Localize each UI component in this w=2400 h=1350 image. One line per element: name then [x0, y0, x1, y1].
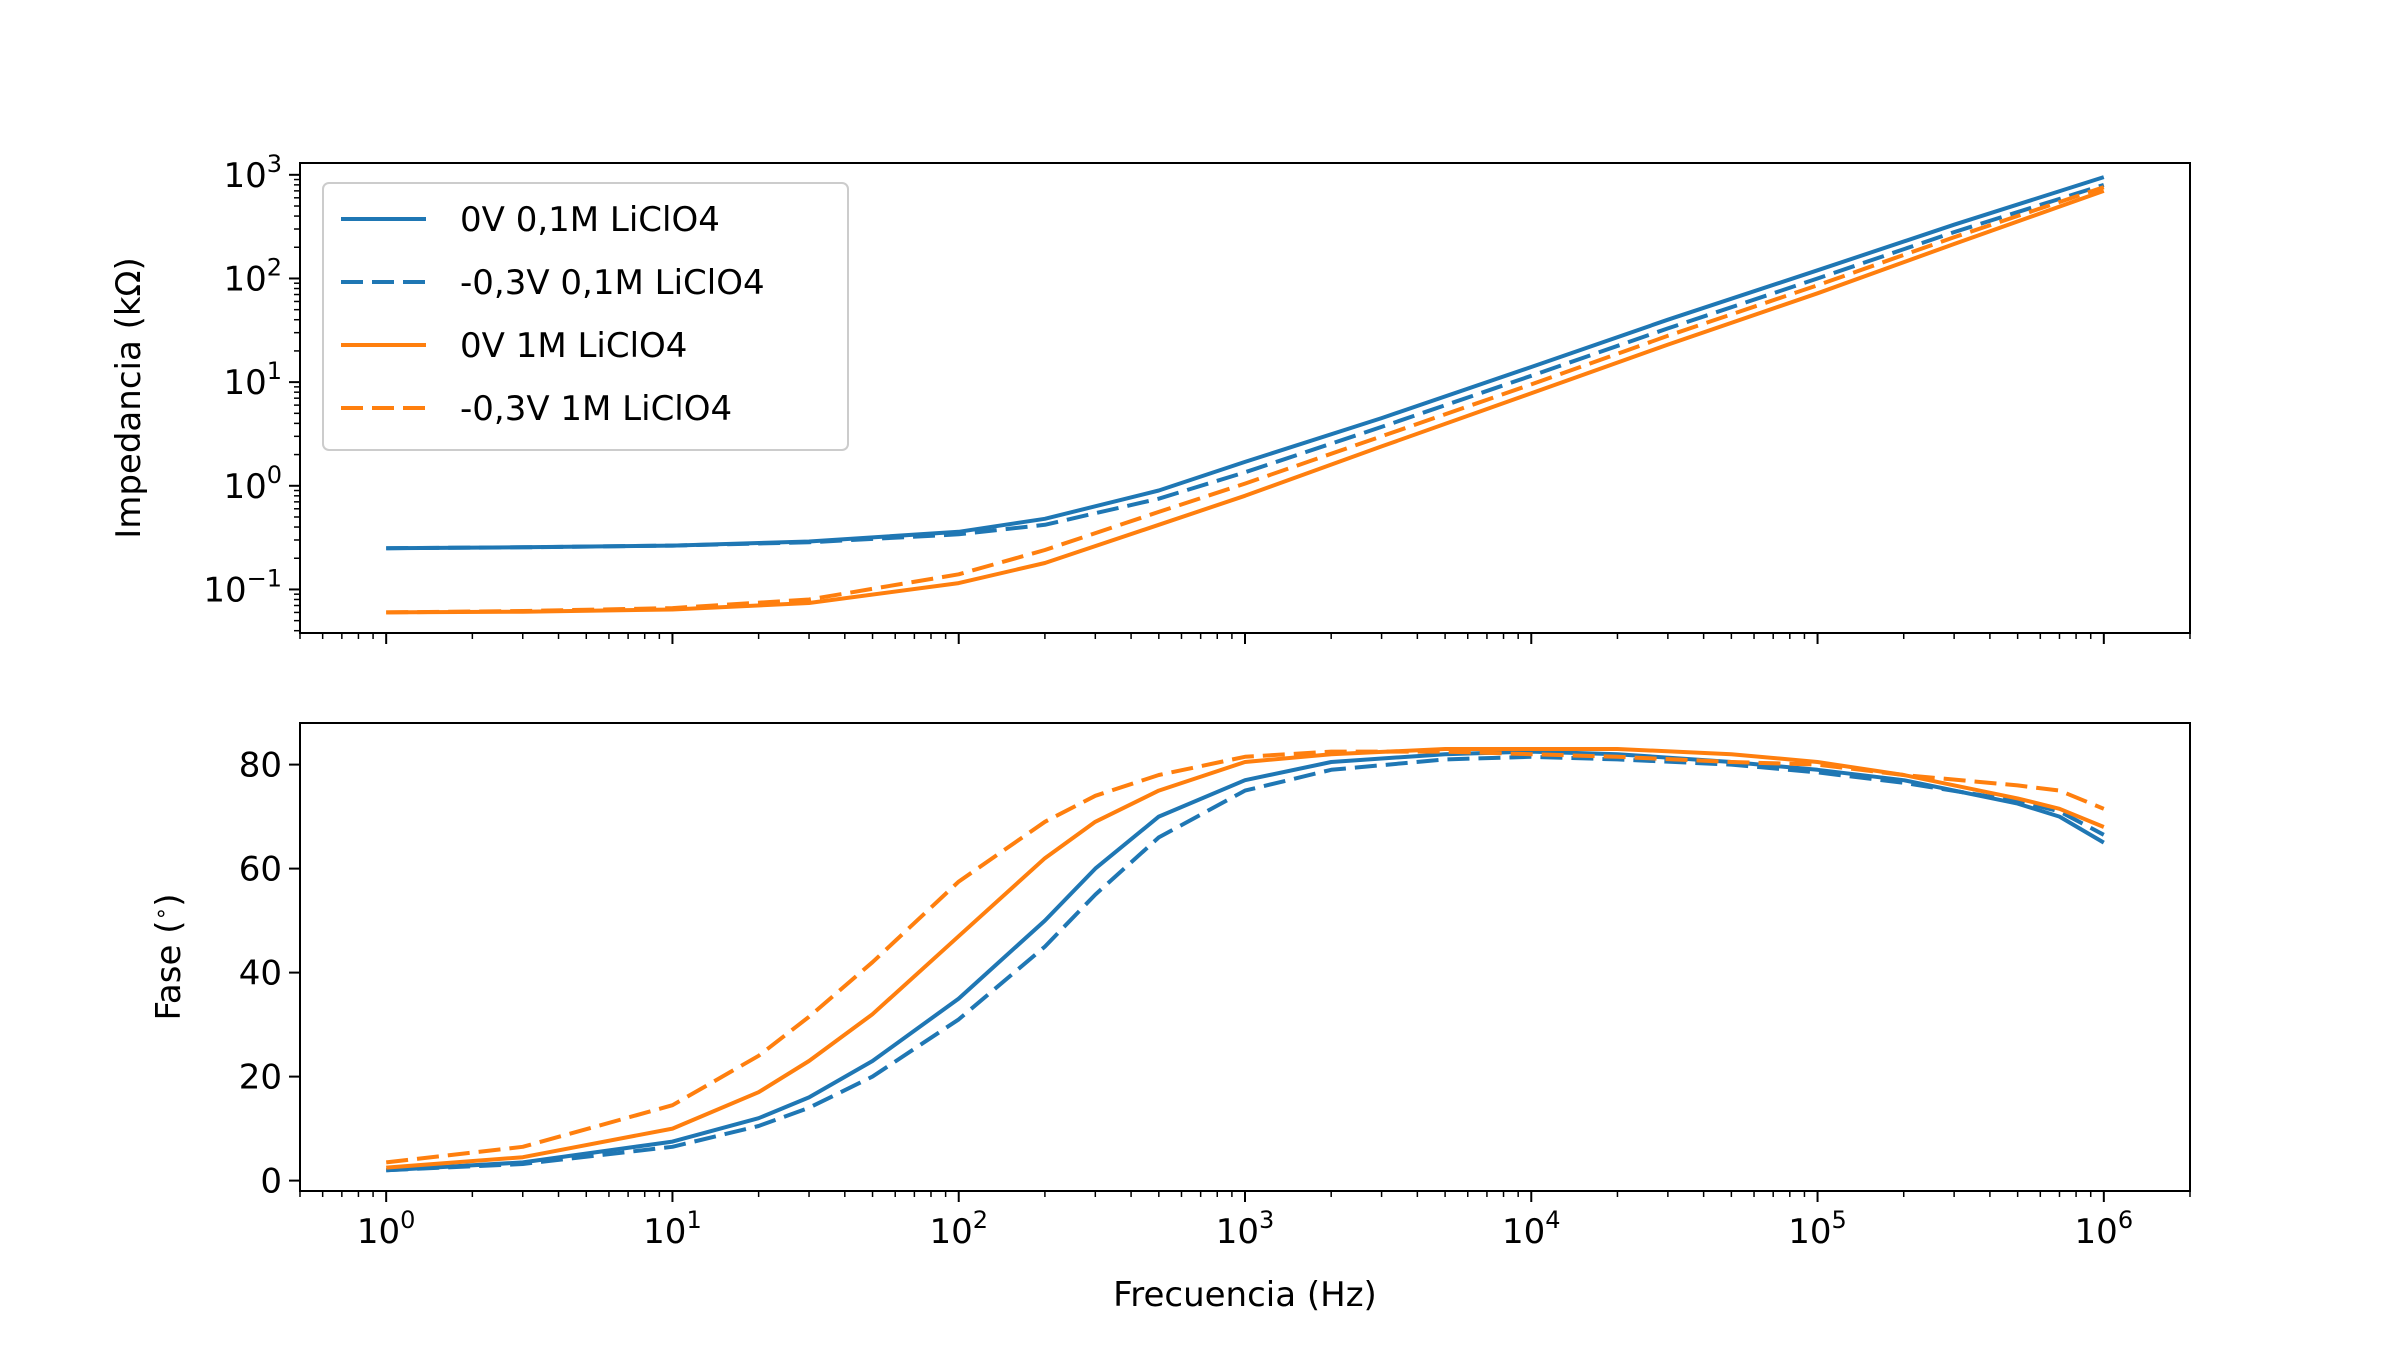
impedance-series-line-2	[386, 182, 2105, 551]
legend-box	[322, 182, 849, 451]
x-tick-label: 100	[357, 1206, 416, 1252]
y-tick-label: 0	[260, 1162, 282, 1202]
y-tick-label: 100	[223, 461, 282, 507]
y-tick-label: 101	[223, 357, 282, 403]
phase-y-axis-label-text: Fase (	[149, 921, 189, 1021]
impedance-ticks: 10−1 100 101 102 103	[203, 150, 2191, 644]
impedance-axes-frame	[299, 162, 2191, 634]
impedance-series-line-1	[386, 175, 2105, 551]
x-tick-label: 102	[929, 1206, 988, 1252]
y-tick-label: 20	[239, 1058, 282, 1098]
x-tick-label: 101	[643, 1206, 702, 1252]
legend-label-4: -0,3V 1M LiClO4	[460, 389, 732, 429]
impedance-series-line-3	[386, 189, 2105, 615]
x-tick-label: 105	[1788, 1206, 1847, 1252]
y-tick-label: 40	[239, 954, 282, 994]
phase-series-line-2	[386, 754, 2105, 1173]
x-tick-label: 106	[2075, 1206, 2134, 1252]
phase-series-line-1	[386, 749, 2105, 1173]
y-tick-label: 80	[239, 746, 282, 786]
x-axis-label: Frecuencia (Hz)	[1113, 1275, 1377, 1315]
legend-label-3: 0V 1M LiClO4	[460, 326, 687, 366]
degree-symbol: ∘	[149, 907, 174, 921]
phase-y-axis-label: Fase (∘)	[149, 893, 189, 1020]
legend-label-1: 0V 0,1M LiClO4	[460, 200, 720, 240]
impedance-y-axis-label: Impedancia (kΩ)	[109, 257, 149, 539]
y-tick-label: 10−1	[203, 564, 282, 610]
impedance-series	[386, 175, 2105, 615]
legend-label-2: -0,3V 0,1M LiClO4	[460, 263, 765, 303]
y-tick-label: 60	[239, 850, 282, 890]
impedance-panel: 10−1 100 101 102 103 Impedancia (kΩ) 0V 0,1M…	[109, 150, 2191, 644]
phase-axes-frame	[299, 722, 2191, 1192]
phase-y-axis-label-close: )	[149, 893, 189, 906]
x-tick-label: 104	[1502, 1206, 1561, 1252]
phase-series	[385, 747, 2105, 1173]
phase-series-line-4	[385, 749, 2105, 1165]
y-tick-label: 102	[223, 253, 282, 299]
legend: 0V 0,1M LiClO4 -0,3V 0,1M LiClO4 0V 1M LiC…	[322, 182, 849, 451]
phase-series-line-3	[386, 747, 2105, 1170]
x-tick-label: 103	[1216, 1206, 1275, 1252]
y-tick-label: 103	[223, 150, 282, 196]
